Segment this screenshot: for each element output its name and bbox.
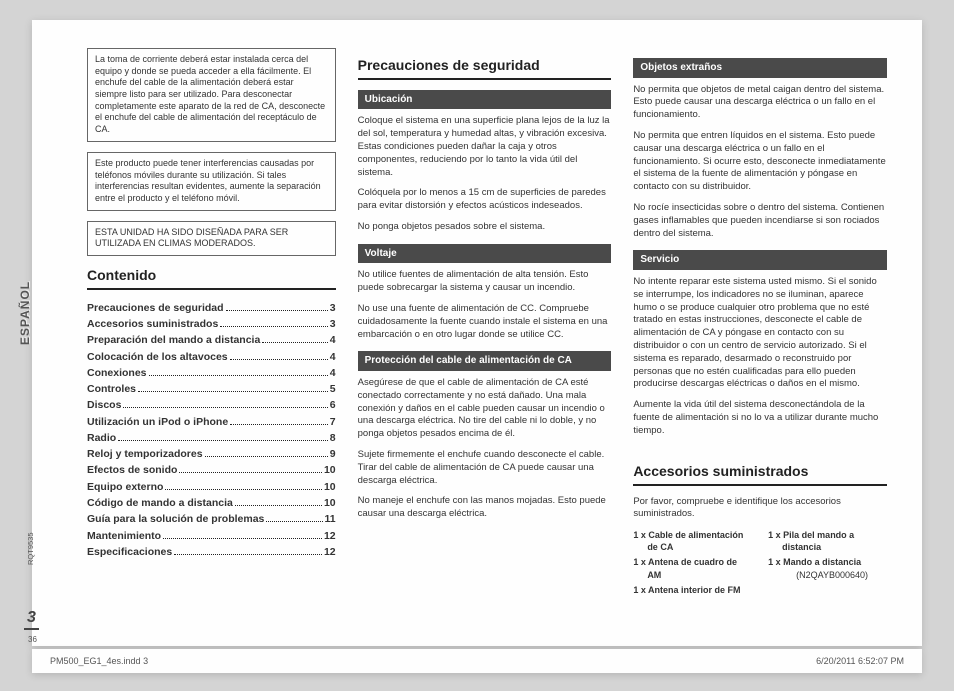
toc-page: 10 [324, 495, 336, 511]
toc-title: Código de mando a distancia [87, 495, 233, 511]
body-paragraph: Colóquela por lo menos a 15 cm de superf… [358, 187, 612, 213]
notice-box: La toma de corriente deberá estar instal… [87, 48, 336, 142]
toc-page: 8 [330, 430, 336, 446]
contenido-title: Contenido [87, 266, 336, 290]
notice-box: ESTA UNIDAD HA SIDO DISEÑADA PARA SER UT… [87, 221, 336, 256]
toc-title: Preparación del mando a distancia [87, 332, 260, 348]
toc-row: Preparación del mando a distancia 4 [87, 332, 336, 348]
body-paragraph: Aumente la vida útil del sistema descone… [633, 399, 887, 437]
footer-timestamp: 6/20/2011 6:52:07 PM [816, 656, 904, 666]
subheading: Objetos extraños [633, 58, 887, 78]
toc-title: Reloj y temporizadores [87, 446, 203, 462]
toc-title: Equipo externo [87, 479, 163, 495]
print-footer: PM500_EG1_4es.indd 3 6/20/2011 6:52:07 P… [32, 649, 922, 673]
toc-title: Especificaciones [87, 544, 172, 560]
notice-box: Este producto puede tener interferencias… [87, 152, 336, 211]
page-number-small: 36 [28, 635, 37, 644]
body-paragraph: Coloque el sistema en una superficie pla… [358, 115, 612, 179]
body-paragraph: No utilice fuentes de alimentación de al… [358, 269, 612, 295]
body-paragraph: No permita que objetos de metal caigan d… [633, 84, 887, 122]
toc-row: Discos 6 [87, 397, 336, 413]
toc-row: Precauciones de seguridad 3 [87, 300, 336, 316]
body-paragraph: No intente reparar este sistema usted mi… [633, 276, 887, 391]
toc-page: 12 [324, 544, 336, 560]
toc-title: Controles [87, 381, 136, 397]
toc-page: 12 [324, 528, 336, 544]
toc-page: 3 [330, 300, 336, 316]
accesorios-title: Accesorios suministrados [633, 462, 887, 486]
toc-row: Equipo externo 10 [87, 479, 336, 495]
column-3: Objetos extraños No permita que objetos d… [633, 48, 887, 599]
toc-page: 5 [330, 381, 336, 397]
toc-title: Efectos de sonido [87, 462, 177, 478]
toc-row: Efectos de sonido 10 [87, 462, 336, 478]
toc-title: Accesorios suministrados [87, 316, 218, 332]
body-paragraph: Sujete firmemente el enchufe cuando desc… [358, 449, 612, 487]
toc-row: Código de mando a distancia 10 [87, 495, 336, 511]
toc-page: 10 [324, 479, 336, 495]
subheading: Ubicación [358, 90, 612, 110]
toc-page: 4 [330, 332, 336, 348]
accessories-list: 1 x Cable de alimentación de CA 1 x Anten… [633, 529, 887, 599]
body-paragraph: No maneje el enchufe con las manos mojad… [358, 495, 612, 521]
accessory-item: 1 x Pila del mando a distancia [768, 529, 887, 553]
toc-page: 7 [330, 414, 336, 430]
toc-row: Conexiones 4 [87, 365, 336, 381]
subheading: Voltaje [358, 244, 612, 264]
subheading: Protección del cable de alimentación de … [358, 351, 612, 371]
toc-row: Utilización un iPod o iPhone 7 [87, 414, 336, 430]
toc-row: Especificaciones 12 [87, 544, 336, 560]
toc-row: Mantenimiento 12 [87, 528, 336, 544]
toc-row: Accesorios suministrados 3 [87, 316, 336, 332]
toc-page: 9 [330, 446, 336, 462]
accessory-item: 1 x Antena de cuadro de AM [633, 556, 752, 580]
accesorios-intro: Por favor, compruebe e identifique los a… [633, 496, 887, 522]
accessory-item: 1 x Mando a distancia(N2QAYB000640) [768, 556, 887, 580]
body-paragraph: No permita que entren líquidos en el sis… [633, 130, 887, 194]
toc-row: Colocación de los altavoces 4 [87, 349, 336, 365]
toc-title: Utilización un iPod o iPhone [87, 414, 228, 430]
page-number-large: 3 [24, 609, 39, 630]
toc-page: 3 [330, 316, 336, 332]
body-paragraph: No rocíe insecticidas sobre o dentro del… [633, 202, 887, 240]
toc-page: 6 [330, 397, 336, 413]
toc-title: Discos [87, 397, 121, 413]
body-paragraph: Asegúrese de que el cable de alimentació… [358, 377, 612, 441]
language-tab: ESPAÑOL [18, 281, 32, 345]
toc-title: Mantenimiento [87, 528, 161, 544]
toc-row: Radio 8 [87, 430, 336, 446]
toc-page: 10 [324, 462, 336, 478]
toc-title: Precauciones de seguridad [87, 300, 224, 316]
column-1: La toma de corriente deberá estar instal… [77, 48, 336, 599]
toc-title: Conexiones [87, 365, 147, 381]
toc-page: 4 [330, 365, 336, 381]
toc-title: Guía para la solución de problemas [87, 511, 264, 527]
precauciones-title: Precauciones de seguridad [358, 56, 612, 80]
accessory-code: (N2QAYB000640) [782, 569, 887, 581]
footer-filename: PM500_EG1_4es.indd 3 [50, 656, 148, 666]
toc-page: 4 [330, 349, 336, 365]
column-2: Precauciones de seguridad Ubicación Coloq… [358, 48, 612, 599]
body-paragraph: No ponga objetos pesados sobre el sistem… [358, 221, 612, 234]
toc-row: Guía para la solución de problemas 11 [87, 511, 336, 527]
toc-title: Colocación de los altavoces [87, 349, 228, 365]
body-paragraph: No use una fuente de alimentación de CC.… [358, 303, 612, 341]
toc-page: 11 [325, 511, 336, 527]
subheading: Servicio [633, 250, 887, 270]
toc-row: Reloj y temporizadores 9 [87, 446, 336, 462]
accessory-item: 1 x Antena interior de FM [633, 584, 752, 596]
accessory-item: 1 x Cable de alimentación de CA [633, 529, 752, 553]
toc-row: Controles 5 [87, 381, 336, 397]
manual-page: ESPAÑOL RQT9535 3 36 La toma de corrient… [32, 20, 922, 646]
doc-code: RQT9535 [26, 532, 35, 565]
toc-title: Radio [87, 430, 116, 446]
